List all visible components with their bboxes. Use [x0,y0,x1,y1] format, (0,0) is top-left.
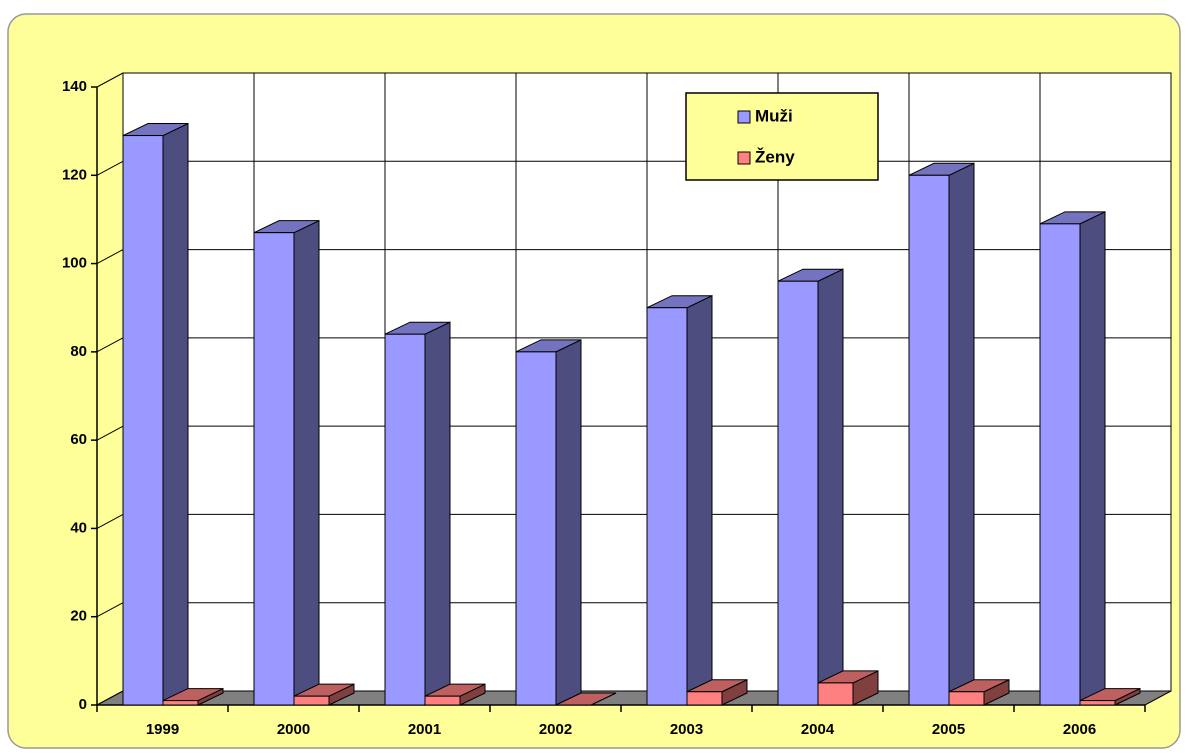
bar-side [162,122,189,706]
legend-swatch [737,110,751,124]
bar [424,695,461,706]
bar-side [555,339,582,706]
bar [948,691,985,706]
bar-side [1079,211,1106,706]
grid-line [96,513,124,529]
y-tick-label: 20 [70,608,87,625]
y-tick-label: 100 [62,255,87,272]
x-tick-label: 2002 [539,721,572,738]
y-tick-label: 120 [62,166,87,183]
y-tick-label: 80 [70,343,87,360]
bar [1039,223,1081,706]
bar [908,174,950,706]
bar-side [424,321,451,706]
bar-top [555,692,617,706]
legend [685,92,879,181]
grid-line [96,425,124,441]
legend-label: Muži [755,106,793,125]
y-tick-label: 60 [70,431,87,448]
bar [162,700,199,706]
grid-line [96,337,124,353]
bar [384,333,426,706]
bar-side [686,294,713,706]
x-tick-label: 1999 [146,721,179,738]
bar [646,307,688,706]
bar [817,682,854,706]
bar-side [948,162,975,706]
grid-line [96,602,124,618]
bar [515,351,557,706]
grid-line [96,249,124,265]
bar [122,135,164,706]
x-tick-label: 2006 [1063,721,1096,738]
bar-side [293,219,320,706]
legend-swatch [737,151,751,165]
x-tick-label: 2004 [801,721,835,738]
y-tick-label: 0 [79,696,87,713]
bar [1079,700,1116,706]
y-tick-label: 40 [70,519,87,536]
bar [686,691,723,706]
bar [253,232,295,706]
bar [293,695,330,706]
legend-label: Ženy [755,147,795,166]
grid-line [96,160,124,176]
x-tick-label: 2001 [408,721,441,738]
grid-line [96,72,124,88]
x-tick-label: 2000 [277,721,310,738]
x-tick-label: 2003 [670,721,703,738]
bar-side [817,268,844,706]
x-tick-label: 2005 [932,721,965,738]
bar [777,280,819,706]
y-tick-label: 140 [62,78,87,95]
